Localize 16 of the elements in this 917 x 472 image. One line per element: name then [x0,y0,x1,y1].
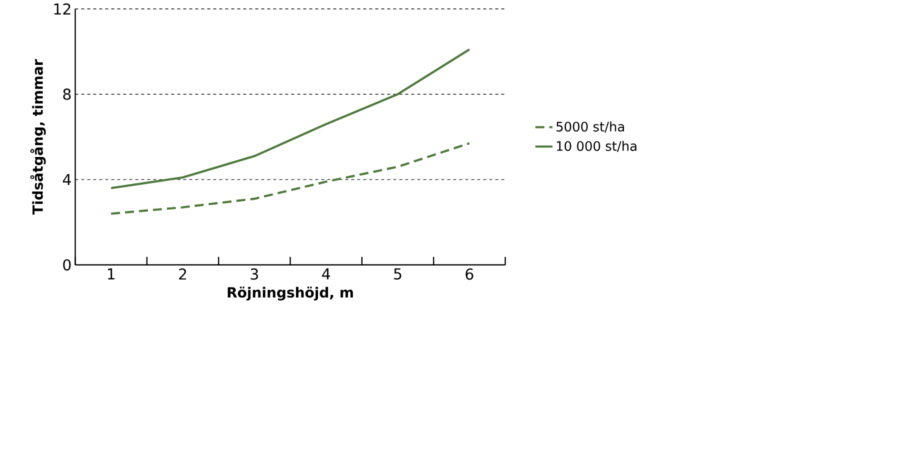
x-tick-label: 1 [108,268,114,280]
x-tick-label: 2 [179,268,186,280]
y-axis-title: Tidsåtgång, timmar [30,59,46,215]
line-series [110,142,471,215]
y-tick-label: 4 [62,174,71,186]
x-tick-label: 4 [322,268,330,280]
x-tick-label: 3 [250,268,258,280]
legend-label: 10 000 st/ha [556,140,636,152]
legend-label: 5000 st/ha [556,122,624,133]
y-tick-label: 8 [63,88,71,100]
x-tick-label: 5 [394,268,402,280]
y-tick-label: 12 [54,3,70,15]
x-axis-title: Röjningshöjd, m [228,286,353,301]
x-tick-label: 6 [466,268,474,280]
line-series [110,48,471,190]
y-tick-label: 0 [63,259,71,271]
